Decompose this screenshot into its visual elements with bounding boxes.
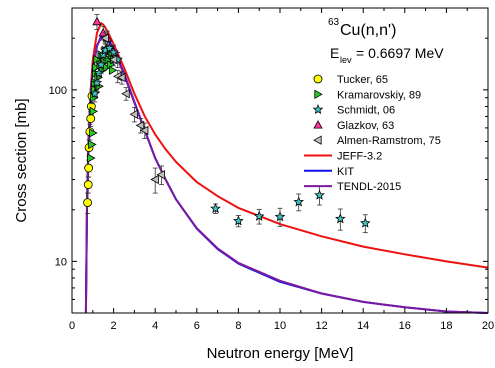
legend-label: JEFF-3.2 xyxy=(337,151,382,163)
legend-label: Kramarovskiy, 89 xyxy=(337,89,421,101)
x-tick-label: 20 xyxy=(482,320,494,332)
annotation-energy-value: = 0.6697 MeV xyxy=(356,45,444,61)
data-point xyxy=(84,199,92,207)
data-point xyxy=(87,115,95,123)
x-tick-label: 16 xyxy=(399,320,411,332)
x-tick-label: 14 xyxy=(357,320,369,332)
x-tick-label: 18 xyxy=(440,320,452,332)
annotation-mass-number: 63 xyxy=(328,17,340,28)
annotation-energy-symbol: E xyxy=(330,45,339,61)
legend-label: Almen-Ramstrom, 75 xyxy=(337,135,441,147)
x-tick-label: 12 xyxy=(315,320,327,332)
legend-label: TENDL-2015 xyxy=(337,181,401,193)
annotation-reaction: Cu(n,n') xyxy=(340,22,396,39)
x-tick-label: 10 xyxy=(274,320,286,332)
x-tick-label: 6 xyxy=(194,320,200,332)
legend-label: Glazkov, 63 xyxy=(337,120,394,132)
x-tick-label: 4 xyxy=(152,320,158,332)
x-tick-label: 2 xyxy=(111,320,117,332)
x-tick-label: 8 xyxy=(235,320,241,332)
y-tick-label: 100 xyxy=(49,85,67,97)
x-axis-title: Neutron energy [MeV] xyxy=(207,345,354,362)
x-tick-label: 0 xyxy=(69,320,75,332)
annotation-energy-subscript: lev xyxy=(340,55,352,65)
y-axis-title: Cross section [mb] xyxy=(13,98,30,222)
legend-marker xyxy=(314,75,322,83)
legend-label: Schmidt, 06 xyxy=(337,105,395,117)
data-point xyxy=(85,164,93,172)
y-tick-label: 10 xyxy=(55,256,67,268)
legend-label: KIT xyxy=(337,166,354,178)
legend-label: Tucker, 65 xyxy=(337,74,388,86)
data-point xyxy=(84,181,92,189)
